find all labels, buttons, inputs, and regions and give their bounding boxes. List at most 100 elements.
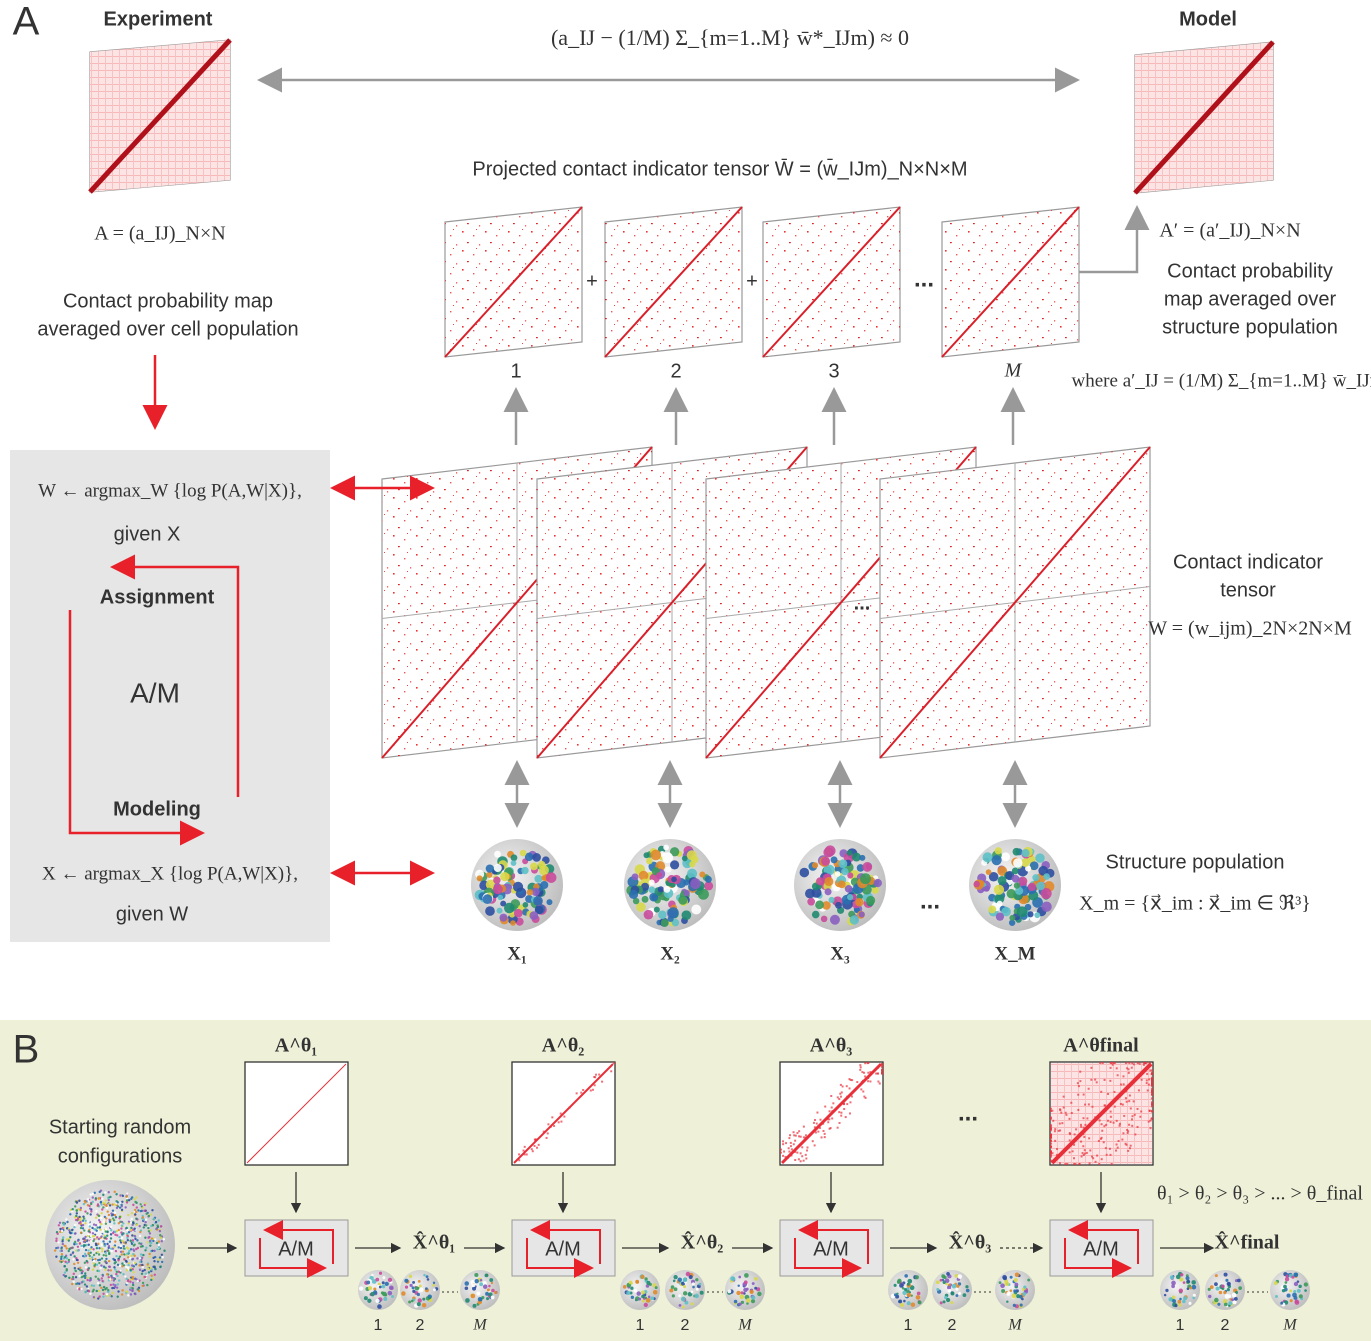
contact [1146, 1072, 1149, 1075]
bead [1292, 1292, 1297, 1298]
contact [851, 1079, 854, 1082]
contact [1094, 1160, 1097, 1163]
contact [787, 1147, 790, 1150]
contact [589, 1089, 592, 1092]
bead [538, 860, 546, 869]
bead [62, 1236, 65, 1239]
contact [1051, 1109, 1054, 1112]
heatmap-diagonal [604, 206, 743, 358]
bead [81, 1223, 85, 1227]
structure-index: 1 [1176, 1317, 1185, 1334]
contact [1108, 1147, 1111, 1150]
structure-index: 2 [1221, 1317, 1230, 1334]
bead [409, 1283, 413, 1288]
bead [90, 1210, 93, 1213]
bead [118, 1215, 122, 1218]
contact [1119, 1083, 1122, 1086]
contact [861, 1071, 864, 1074]
model-title: Model [1179, 8, 1237, 30]
plus: + [746, 270, 758, 292]
bead [464, 1286, 469, 1291]
bead [902, 1290, 907, 1296]
bead [130, 1211, 134, 1215]
contact [1126, 1067, 1129, 1070]
bead [102, 1285, 106, 1289]
bead [635, 1296, 640, 1301]
bead [127, 1263, 130, 1267]
contact [1050, 1125, 1052, 1128]
bead [91, 1235, 95, 1238]
bead [643, 1302, 648, 1308]
contact [1050, 1107, 1052, 1110]
bead [106, 1234, 109, 1237]
bead [60, 1249, 64, 1253]
bead [161, 1255, 164, 1259]
bead [1281, 1288, 1286, 1293]
bead [630, 1295, 635, 1299]
contact [815, 1122, 818, 1125]
bead [131, 1275, 134, 1279]
bead [108, 1240, 112, 1243]
bead [626, 1290, 631, 1296]
bead [476, 1291, 481, 1296]
heatmap-diagonal [1133, 40, 1275, 195]
structure-label: X₂ [660, 943, 680, 964]
bead [88, 1225, 92, 1228]
bead [145, 1246, 148, 1250]
bead [101, 1197, 104, 1200]
contact [802, 1159, 805, 1162]
contact [1056, 1148, 1059, 1151]
bead [387, 1277, 393, 1283]
bead [76, 1249, 80, 1252]
contact [804, 1153, 807, 1156]
am-label: A/M [130, 677, 180, 708]
bead [993, 884, 1005, 895]
am-panel [10, 450, 330, 942]
bead [126, 1252, 129, 1255]
loop-arrow [530, 1220, 601, 1264]
bead [1178, 1288, 1184, 1294]
contact [845, 1085, 848, 1088]
bead [138, 1234, 142, 1238]
bead [1238, 1286, 1242, 1290]
contact [1050, 1145, 1052, 1148]
bead [56, 1246, 60, 1249]
bead [136, 1239, 139, 1242]
bead [91, 1200, 94, 1204]
bead [117, 1290, 120, 1293]
contact [1132, 1063, 1135, 1066]
bead [950, 1301, 954, 1305]
bead [147, 1267, 150, 1271]
caption: Starting random [49, 1116, 191, 1138]
contact [1151, 1097, 1153, 1100]
bead [81, 1227, 85, 1230]
bead [108, 1220, 112, 1224]
bead [994, 847, 1002, 855]
contact [1054, 1139, 1057, 1142]
bead [1000, 1283, 1005, 1289]
bead [485, 1291, 489, 1296]
bead [81, 1219, 85, 1222]
contact [1052, 1119, 1055, 1122]
bead [1231, 1298, 1235, 1302]
contact [518, 1159, 521, 1162]
bead [141, 1281, 145, 1285]
bead [131, 1289, 134, 1293]
bead [1027, 911, 1034, 918]
contact [832, 1102, 835, 1105]
bead [740, 1300, 745, 1304]
contact [812, 1121, 815, 1124]
bead [745, 1287, 749, 1291]
bead [87, 1251, 90, 1255]
bead [1002, 1275, 1007, 1280]
bead [871, 886, 879, 894]
bead [425, 1287, 428, 1291]
bead [75, 1242, 78, 1246]
contact [533, 1144, 536, 1147]
bead [75, 1214, 78, 1218]
contact [783, 1150, 786, 1153]
bead [102, 1292, 105, 1295]
bead [74, 1276, 78, 1279]
bead [815, 900, 824, 910]
contact [831, 1117, 834, 1120]
